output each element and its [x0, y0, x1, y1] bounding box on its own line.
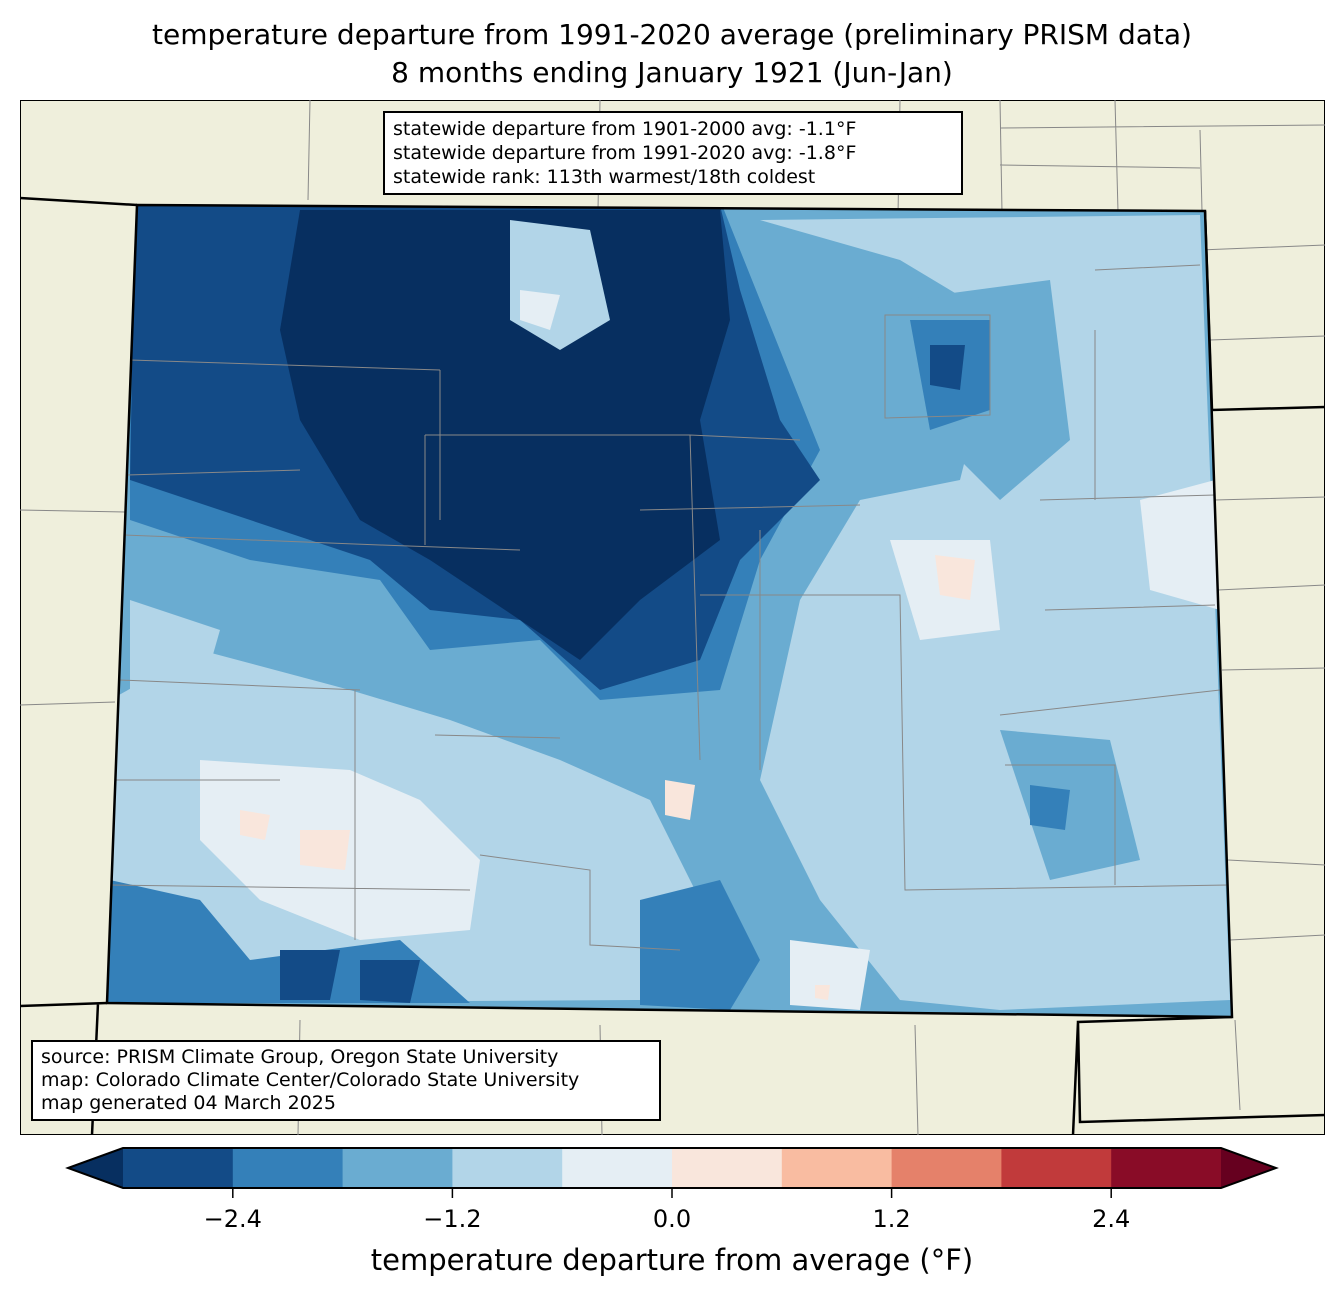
colorbar-bin: [452, 1148, 563, 1188]
county-lines: [107, 264, 1231, 951]
colorbar-tick-label: 2.4: [1092, 1205, 1131, 1233]
colorbar-bin: [123, 1148, 234, 1188]
colorbar: [65, 1147, 1279, 1198]
source-map: map: Colorado Climate Center/Colorado St…: [41, 1069, 580, 1091]
colorado-temperature-map: [20, 100, 1325, 1135]
colorbar-under-extension: [68, 1148, 123, 1188]
colorbar-tick-label: 0.0: [652, 1205, 692, 1233]
colorbar-label: temperature departure from average (°F): [370, 1243, 974, 1277]
stat-1901-2000: statewide departure from 1901-2000 avg: …: [393, 118, 857, 140]
colorado-border: [105, 203, 1234, 1019]
colorbar-bin: [342, 1148, 453, 1188]
stat-rank: statewide rank: 113th warmest/18th colde…: [393, 166, 816, 188]
colorbar-bin: [891, 1148, 1002, 1188]
stat-1991-2020: statewide departure from 1991-2020 avg: …: [393, 142, 857, 164]
statewide-stats-box: statewide departure from 1901-2000 avg: …: [383, 111, 963, 195]
colorbar-bin: [1111, 1148, 1222, 1188]
map-title: temperature departure from 1991-2020 ave…: [152, 18, 1192, 51]
colorbar-over-extension: [1221, 1148, 1276, 1188]
colorbar-bin: [672, 1148, 783, 1188]
map-subtitle: 8 months ending January 1921 (Jun-Jan): [391, 56, 953, 89]
temperature-contours: [107, 205, 1232, 1017]
colorbar-bin: [232, 1148, 344, 1188]
colorbar-bin: [781, 1148, 893, 1188]
colorbar-tick-label: −1.2: [423, 1205, 482, 1233]
colorbar-bin: [562, 1148, 673, 1188]
colorbar-outline: [65, 1147, 1279, 1189]
source-prism: source: PRISM Climate Group, Oregon Stat…: [41, 1046, 559, 1068]
source-box: source: PRISM Climate Group, Oregon Stat…: [31, 1040, 661, 1121]
colorbar-bin: [1001, 1148, 1112, 1188]
colorbar-tick-label: 1.2: [872, 1205, 911, 1233]
source-generated: map generated 04 March 2025: [41, 1092, 336, 1114]
colorbar-tick-label: −2.4: [203, 1205, 262, 1233]
